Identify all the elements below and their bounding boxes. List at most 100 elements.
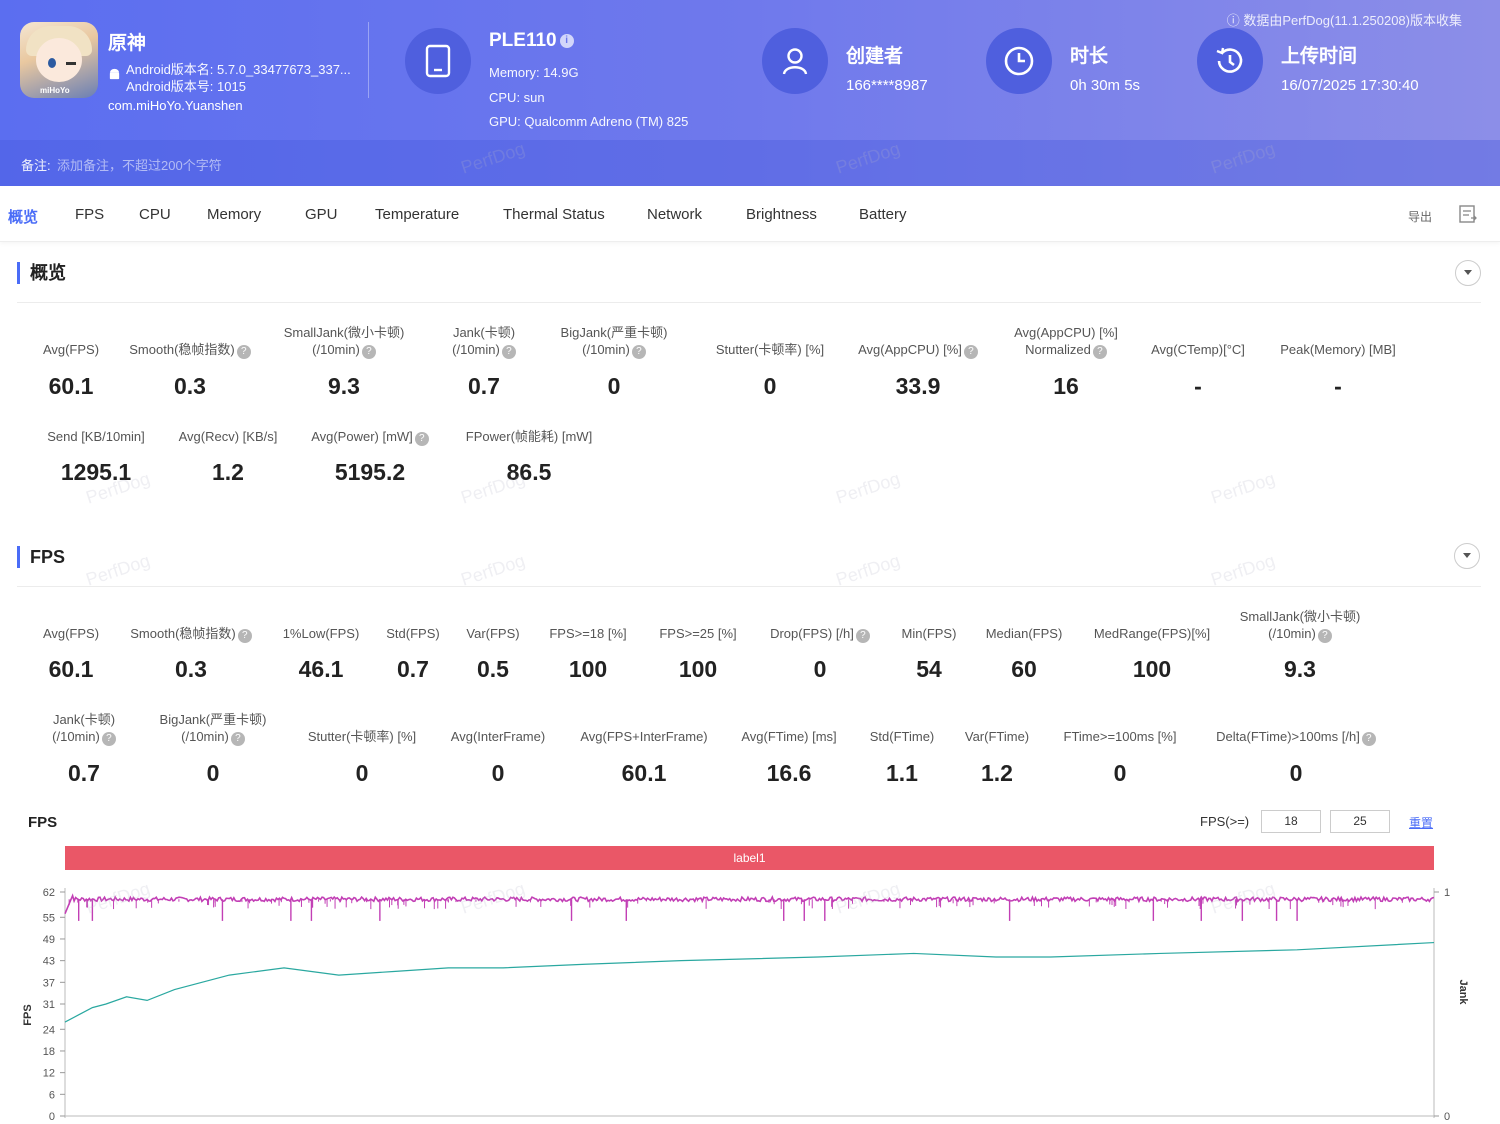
export-button[interactable]: 导出 <box>1407 210 1432 224</box>
overview-metric-label: Smooth(稳帧指数)? <box>105 341 275 359</box>
overview-metric-value: 0.3 <box>174 373 206 399</box>
fps-metric-label: MedRange(FPS)[%] <box>1067 625 1237 642</box>
tab-fps[interactable]: FPS <box>75 206 105 223</box>
fps-threshold-input-1[interactable]: 18 <box>1261 810 1321 833</box>
y-tick-label: 6 <box>49 1089 55 1101</box>
help-icon[interactable]: ? <box>101 732 116 746</box>
y-tick-label: 43 <box>43 956 55 968</box>
smooth-series-line <box>64 941 1435 1023</box>
fps-metric-value: 0 <box>1289 760 1303 786</box>
duration-label: 时长 <box>1070 46 1109 67</box>
help-icon[interactable]: ? <box>963 345 978 359</box>
fps-collapse-button[interactable] <box>1454 543 1480 569</box>
metric-label-text: Avg(FPS) <box>42 626 100 641</box>
help-icon[interactable]: ? <box>361 345 376 359</box>
reset-button[interactable]: 重置 <box>1409 816 1434 830</box>
metric-label-text: Avg(AppCPU) [%] <box>858 342 962 357</box>
fps-metric-value: 0.3 <box>175 656 207 682</box>
creator-value: 166****8987 <box>846 77 928 94</box>
fps-metric: Jank(卡顿) (/10min)? 0.7 <box>0 711 169 800</box>
fps-metric-value: 0 <box>1113 760 1127 786</box>
fps-metric-value: 16.6 <box>766 760 812 786</box>
overview-metric: Stutter(卡顿率) [%] 0 <box>685 341 855 413</box>
overview-collapse-button[interactable] <box>1455 260 1481 286</box>
fps-metric-value: 60 <box>1011 656 1037 682</box>
help-icon[interactable]: ? <box>1361 732 1376 746</box>
fps-metric-value: 9.3 <box>1284 656 1316 682</box>
metric-label-text: Min(FPS) <box>901 626 957 641</box>
metric-label-text: Avg(InterFrame) <box>450 729 546 744</box>
tab-overview[interactable]: 概览 <box>8 209 39 226</box>
fps-metric-value: 60.1 <box>48 656 94 682</box>
device-gpu: GPU: Qualcomm Adreno (TM) 825 <box>489 114 689 129</box>
overview-metric-label: Avg(AppCPU) [%] Normalized? <box>981 324 1151 359</box>
y2-tick-label: 0 <box>1444 1111 1450 1123</box>
metric-label-line: (/10min)? <box>128 728 298 746</box>
metric-label-text: FPower(帧能耗) [mW] <box>465 429 593 444</box>
metric-label-text: Peak(Memory) [MB] <box>1280 342 1396 357</box>
help-icon[interactable]: ? <box>1317 629 1332 643</box>
fps-metric-label: Jank(卡顿) (/10min)? <box>0 711 169 746</box>
tab-temperature[interactable]: Temperature <box>375 206 460 223</box>
metric-label-line: Avg(AppCPU) [%] <box>1014 325 1118 340</box>
label-bar[interactable]: label1 <box>65 846 1434 870</box>
help-icon[interactable]: ? <box>631 345 646 359</box>
overview-metric: Avg(CTemp)[°C] - <box>1113 341 1283 413</box>
overview-metric-label: SmallJank(微小卡顿) (/10min)? <box>259 324 429 359</box>
help-icon[interactable]: ? <box>236 345 251 359</box>
fps-metric: MedRange(FPS)[%] 100 <box>1067 625 1237 696</box>
metric-label-text: Avg(Recv) [KB/s] <box>178 429 278 444</box>
note-label: 备注: <box>21 158 51 173</box>
fps-chart[interactable]: 0 6 12 18 24 31 37 43 49 55 62 0 1 FPS Jank <box>0 880 1500 1124</box>
overview-metric: Avg(Recv) [KB/s] 1.2 <box>143 428 313 499</box>
fps-metric-label: Avg(FPS+InterFrame) <box>559 728 729 745</box>
app-name: 原神 <box>108 33 147 54</box>
metric-label-text: FTime>=100ms [%] <box>1063 729 1177 744</box>
help-icon[interactable]: ? <box>855 629 870 643</box>
tab-battery[interactable]: Battery <box>859 206 907 223</box>
export-icon[interactable] <box>1458 204 1478 224</box>
fps-metric: 1%Low(FPS) 46.1 <box>236 625 406 696</box>
fps-threshold-input-2[interactable]: 25 <box>1330 810 1390 833</box>
device-info-icon[interactable]: i <box>559 33 574 48</box>
fps-divider <box>17 586 1481 587</box>
fps-metric-label: Median(FPS) <box>939 625 1109 642</box>
tab-memory[interactable]: Memory <box>207 206 262 223</box>
help-icon[interactable]: ? <box>501 345 516 359</box>
help-icon[interactable]: ? <box>237 629 252 643</box>
help-icon[interactable]: ? <box>414 432 429 446</box>
overview-metric: Jank(卡顿) (/10min)? 0.7 <box>399 324 569 413</box>
overview-metric: Avg(AppCPU) [%]? 33.9 <box>833 341 1003 413</box>
data-source-note: ⓘ 数据由PerfDog(11.1.250208)版本收集 <box>1226 13 1462 28</box>
metric-label-text: FPS>=25 [%] <box>659 626 737 641</box>
fps-metric-value: 0.7 <box>397 656 429 682</box>
overview-metric-label: Avg(AppCPU) [%]? <box>833 341 1003 359</box>
overview-metric-label: Avg(CTemp)[°C] <box>1113 341 1283 358</box>
y2-tick-label: 1 <box>1444 887 1450 899</box>
fps-metric: Avg(InterFrame) 0 <box>413 728 583 800</box>
note-input[interactable]: 添加备注，不超过200个字符 <box>57 158 222 173</box>
help-icon[interactable]: ? <box>1092 345 1107 359</box>
tab-brightness[interactable]: Brightness <box>746 206 817 223</box>
y-tick-label: 31 <box>43 999 55 1011</box>
tab-cpu[interactable]: CPU <box>139 206 171 223</box>
help-icon[interactable]: ? <box>230 732 245 746</box>
overview-metric-label: Avg(Power) [mW]? <box>285 428 455 446</box>
overview-metric: Avg(AppCPU) [%] Normalized? 16 <box>981 324 1151 413</box>
overview-divider <box>17 302 1481 303</box>
fps-metric: Smooth(稳帧指数)? 0.3 <box>106 625 276 696</box>
metric-label-line: (/10min)? <box>1215 625 1385 643</box>
tab-thermal-status[interactable]: Thermal Status <box>503 206 605 223</box>
overview-metric: Avg(Power) [mW]? 5195.2 <box>285 428 455 499</box>
tab-network[interactable]: Network <box>647 206 703 223</box>
tab-gpu[interactable]: GPU <box>305 206 338 223</box>
fps-metric-value: 100 <box>568 656 608 682</box>
metric-label-line: (/10min)? <box>399 341 569 359</box>
fps-metric-value: 100 <box>1132 656 1172 682</box>
fps-threshold-label: FPS(>=) <box>1200 814 1250 829</box>
overview-metric-value: 60.1 <box>48 373 94 399</box>
fps-metric: Stutter(卡顿率) [%] 0 <box>277 728 447 800</box>
fps-metric: Avg(FTime) [ms] 16.6 <box>704 728 874 800</box>
overview-metric: FPower(帧能耗) [mW] 86.5 <box>444 428 614 499</box>
metric-label-line: Jank(卡顿) <box>452 325 516 340</box>
